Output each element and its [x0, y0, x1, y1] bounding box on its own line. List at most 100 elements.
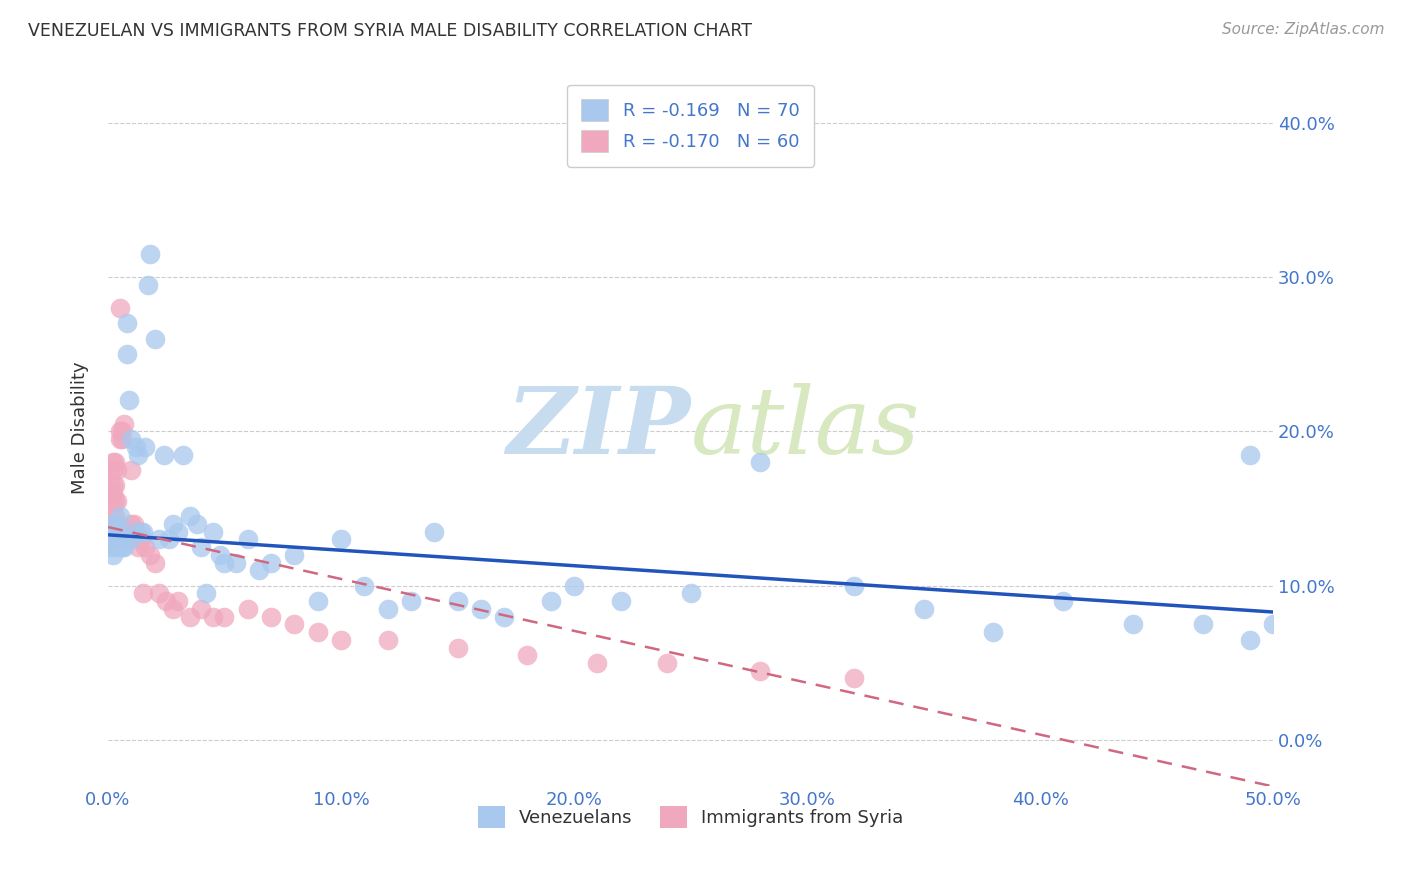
- Point: [115, 524, 138, 539]
- Point: [283, 548, 305, 562]
- Point: [399, 594, 422, 608]
- Point: [118, 393, 141, 408]
- Point: [307, 594, 329, 608]
- Point: [104, 524, 127, 539]
- Point: [190, 602, 212, 616]
- Point: [679, 586, 702, 600]
- Point: [115, 316, 138, 330]
- Point: [260, 556, 283, 570]
- Point: [108, 432, 131, 446]
- Point: [214, 556, 236, 570]
- Point: [249, 563, 271, 577]
- Point: [609, 594, 631, 608]
- Point: [148, 533, 170, 547]
- Point: [377, 602, 399, 616]
- Point: [104, 509, 127, 524]
- Point: [129, 533, 152, 547]
- Point: [657, 656, 679, 670]
- Point: [98, 463, 121, 477]
- Point: [1052, 594, 1074, 608]
- Point: [108, 509, 131, 524]
- Point: [112, 417, 135, 431]
- Point: [446, 594, 468, 608]
- Point: [132, 524, 155, 539]
- Point: [190, 540, 212, 554]
- Point: [98, 478, 121, 492]
- Point: [125, 440, 148, 454]
- Point: [111, 432, 134, 446]
- Point: [101, 548, 124, 562]
- Point: [162, 602, 184, 616]
- Point: [494, 609, 516, 624]
- Point: [112, 540, 135, 554]
- Point: [108, 540, 131, 554]
- Point: [446, 640, 468, 655]
- Point: [167, 594, 190, 608]
- Point: [112, 524, 135, 539]
- Point: [104, 493, 127, 508]
- Point: [912, 602, 935, 616]
- Point: [132, 586, 155, 600]
- Point: [139, 548, 162, 562]
- Point: [201, 524, 224, 539]
- Point: [1239, 448, 1261, 462]
- Point: [108, 524, 131, 539]
- Point: [423, 524, 446, 539]
- Point: [105, 524, 128, 539]
- Point: [236, 602, 259, 616]
- Point: [470, 602, 492, 616]
- Point: [108, 301, 131, 315]
- Point: [540, 594, 562, 608]
- Text: Source: ZipAtlas.com: Source: ZipAtlas.com: [1222, 22, 1385, 37]
- Point: [122, 524, 145, 539]
- Point: [122, 516, 145, 531]
- Point: [139, 247, 162, 261]
- Text: VENEZUELAN VS IMMIGRANTS FROM SYRIA MALE DISABILITY CORRELATION CHART: VENEZUELAN VS IMMIGRANTS FROM SYRIA MALE…: [28, 22, 752, 40]
- Point: [98, 533, 121, 547]
- Point: [134, 540, 156, 554]
- Point: [104, 455, 127, 469]
- Point: [101, 478, 124, 492]
- Point: [260, 609, 283, 624]
- Point: [283, 617, 305, 632]
- Point: [155, 594, 177, 608]
- Point: [101, 516, 124, 531]
- Point: [208, 548, 231, 562]
- Point: [162, 516, 184, 531]
- Point: [105, 516, 128, 531]
- Point: [98, 540, 121, 554]
- Point: [105, 516, 128, 531]
- Point: [377, 632, 399, 647]
- Point: [101, 486, 124, 500]
- Point: [148, 586, 170, 600]
- Point: [104, 533, 127, 547]
- Point: [111, 540, 134, 554]
- Point: [105, 493, 128, 508]
- Y-axis label: Male Disability: Male Disability: [72, 361, 89, 494]
- Point: [167, 524, 190, 539]
- Point: [105, 524, 128, 539]
- Point: [101, 463, 124, 477]
- Point: [120, 516, 142, 531]
- Point: [214, 609, 236, 624]
- Point: [115, 347, 138, 361]
- Point: [1239, 632, 1261, 647]
- Point: [153, 448, 176, 462]
- Point: [983, 625, 1005, 640]
- Text: ZIP: ZIP: [506, 383, 690, 473]
- Point: [120, 463, 142, 477]
- Point: [842, 672, 865, 686]
- Point: [143, 332, 166, 346]
- Point: [201, 609, 224, 624]
- Point: [330, 533, 353, 547]
- Point: [586, 656, 609, 670]
- Point: [749, 664, 772, 678]
- Point: [179, 509, 201, 524]
- Point: [111, 533, 134, 547]
- Point: [127, 540, 149, 554]
- Point: [516, 648, 538, 663]
- Legend: Venezuelans, Immigrants from Syria: Venezuelans, Immigrants from Syria: [471, 798, 911, 835]
- Point: [353, 579, 375, 593]
- Point: [101, 493, 124, 508]
- Point: [101, 509, 124, 524]
